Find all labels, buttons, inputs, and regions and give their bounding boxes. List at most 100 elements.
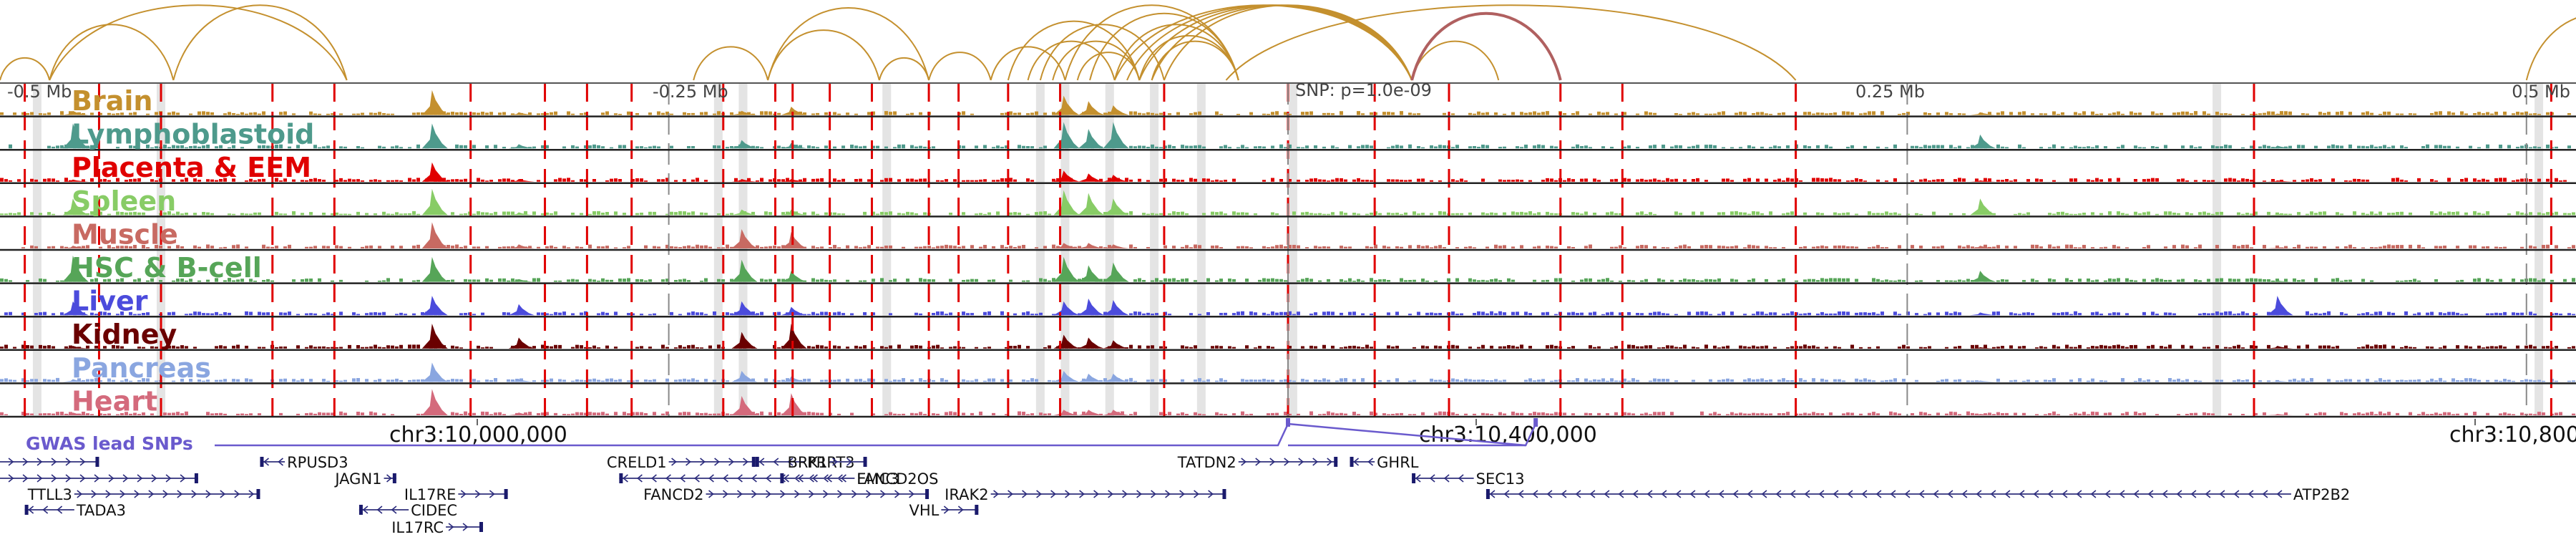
interaction-arc	[0, 57, 51, 81]
gene-exon	[95, 457, 99, 467]
track-peak	[2267, 113, 2293, 115]
track-peak	[62, 255, 89, 282]
track-peak	[1970, 380, 1996, 382]
track-peak	[421, 90, 448, 115]
gene-label: IRAK2	[945, 486, 988, 503]
gwas-track: GWAS lead SNPs	[26, 418, 1538, 454]
track-peak	[2267, 145, 2293, 149]
gene-exon	[975, 505, 979, 515]
strand-arrows	[460, 490, 495, 498]
track-peak	[781, 393, 807, 415]
track-signal	[9, 144, 2571, 149]
track-signal	[0, 111, 2571, 115]
track-peak	[1053, 256, 1080, 282]
track-peak	[781, 306, 807, 316]
track-label-brain: Brain	[72, 85, 152, 117]
track-peak	[62, 123, 89, 149]
gene-ttll3: TTLL3	[0, 473, 198, 483]
track-peak	[1053, 95, 1080, 115]
gene-exon	[780, 473, 784, 483]
track-peak	[1103, 175, 1129, 182]
gene-exon	[1334, 457, 1338, 467]
interaction-arc	[767, 29, 880, 81]
interaction-arc	[1225, 4, 1797, 81]
track-peak	[2267, 414, 2293, 415]
gene-exon	[755, 457, 759, 467]
track-peak	[508, 112, 535, 115]
interaction-arc	[1151, 40, 1239, 81]
gene-label: RPUSD3	[287, 454, 348, 471]
track-peak	[731, 332, 758, 349]
gene-label: CIDEC	[411, 502, 457, 519]
interaction-arc	[928, 52, 992, 81]
track-peak	[62, 379, 89, 382]
track-label-spleen: Spleen	[72, 185, 176, 217]
strand-arrows	[1489, 490, 2283, 498]
gene-label: EMC3	[857, 470, 899, 488]
gwas-lead-snps-label: GWAS lead SNPs	[26, 433, 193, 454]
track-peak	[781, 324, 807, 349]
track-peak	[1078, 373, 1105, 382]
gene-il17rc: IL17RC	[391, 519, 483, 536]
interaction-arc	[693, 46, 769, 81]
track-peak	[1970, 180, 1996, 182]
gwas-snp-marker	[1533, 418, 1538, 427]
track-peak	[421, 296, 448, 316]
track-peak	[421, 188, 448, 216]
interaction-arc	[767, 7, 930, 81]
track-peak	[508, 178, 535, 182]
track-peak	[1078, 243, 1105, 248]
strand-arrows	[993, 490, 1214, 498]
strand-arrows	[28, 505, 63, 514]
track-peak	[1103, 105, 1129, 115]
strand-arrows	[362, 505, 397, 514]
gene-fancd2: FANCD2	[643, 486, 930, 503]
track-label-liver: Liver	[72, 286, 148, 317]
track-heart	[0, 389, 2575, 415]
track-peak	[1970, 246, 1996, 248]
gene-exon	[925, 489, 930, 499]
gene-irak2: IRAK2	[945, 486, 1226, 503]
track-peak	[731, 301, 758, 316]
gene-track: ARPC4RPUSD3CRELD1PRRT3BRK1TATDN2GHRLTTLL…	[0, 454, 2350, 536]
track-peak	[421, 222, 448, 248]
gene-label: BRK1	[787, 454, 827, 471]
strand-arrows	[77, 490, 255, 498]
interaction-arc	[1113, 4, 1413, 81]
track-peak	[1103, 299, 1129, 316]
track-peak	[508, 304, 535, 316]
gene-label: TATDN2	[1177, 454, 1236, 471]
interaction-arc	[1076, 52, 1141, 81]
track-peak	[731, 178, 758, 182]
track-label-heart: Heart	[72, 385, 157, 417]
track-peak	[1078, 129, 1105, 149]
track-peak	[508, 244, 535, 248]
strand-arrows	[671, 458, 748, 466]
ruler-label-025: 0.25 Mb	[1855, 82, 1925, 102]
track-peak	[781, 376, 807, 382]
track-peak	[2267, 345, 2293, 349]
track-peak	[421, 324, 448, 349]
strand-arrows	[1241, 458, 1333, 466]
gene-exon	[504, 489, 508, 499]
gene-label: JAGN1	[333, 470, 381, 488]
interaction-arc	[1089, 12, 1239, 81]
interaction-arc	[49, 4, 348, 81]
gene-label: SEC13	[1476, 470, 1525, 488]
interaction-arc	[990, 46, 1066, 81]
track-peak	[1103, 198, 1129, 216]
track-peak	[781, 107, 807, 115]
track-liver	[4, 296, 2575, 316]
track-peak	[1078, 337, 1105, 349]
strand-arrows	[758, 458, 794, 466]
gene-vhl: VHL	[909, 502, 979, 519]
gene-creld1: CRELD1	[607, 454, 756, 471]
gene-exon	[1485, 489, 1490, 499]
track-borders	[0, 82, 2576, 418]
gwas-connector-line	[1288, 423, 1537, 447]
strand-arrows	[784, 474, 847, 483]
interaction-arc	[1052, 40, 1141, 81]
track-peak	[2267, 280, 2293, 282]
track-peak	[1103, 244, 1129, 248]
